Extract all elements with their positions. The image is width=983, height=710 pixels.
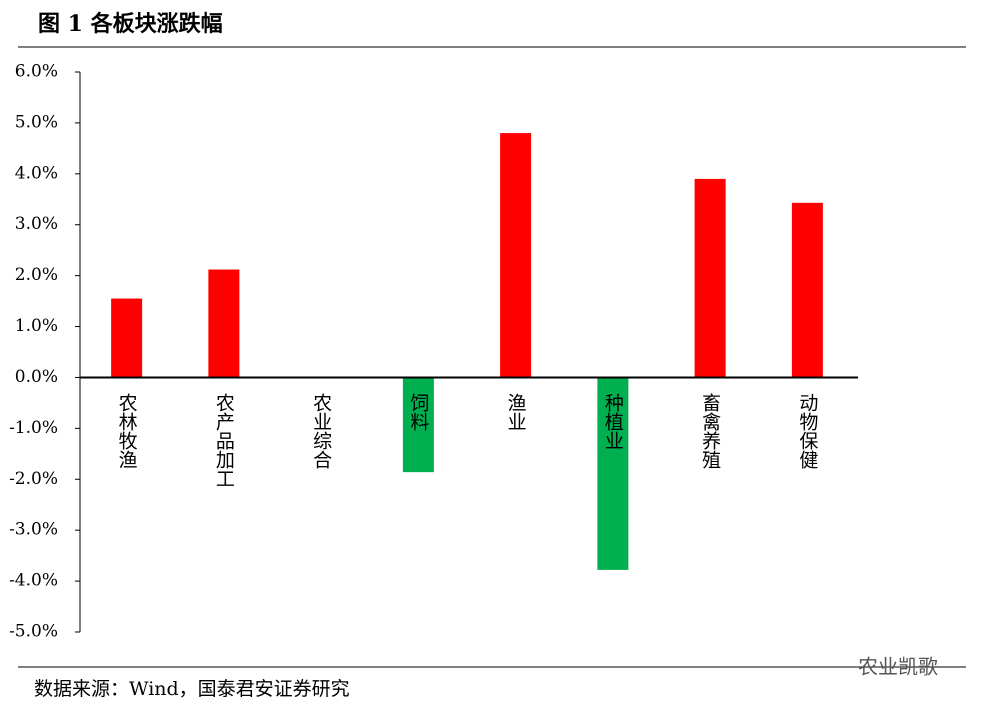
y-tick-label: 0.0% bbox=[15, 367, 58, 387]
y-tick-label: 4.0% bbox=[15, 163, 58, 183]
bar bbox=[791, 202, 823, 378]
bar bbox=[402, 377, 434, 473]
x-tick-label: 渔业 bbox=[505, 393, 527, 431]
x-tick-label: 畜禽养殖 bbox=[699, 393, 721, 469]
x-tick-label: 动物保健 bbox=[796, 393, 818, 469]
bar bbox=[597, 377, 629, 570]
y-tick-label: -3.0% bbox=[9, 520, 58, 540]
x-tick-label: 饲料 bbox=[407, 393, 429, 431]
x-tick-label: 农业综合 bbox=[310, 393, 332, 469]
y-tick-label: 3.0% bbox=[15, 214, 58, 234]
bar bbox=[500, 133, 532, 378]
x-tick-label: 种植业 bbox=[602, 393, 624, 450]
y-tick-label: 6.0% bbox=[15, 62, 58, 82]
y-tick-label: -2.0% bbox=[9, 469, 58, 489]
y-tick-label: -5.0% bbox=[9, 622, 58, 642]
y-tick-label: 1.0% bbox=[15, 316, 58, 336]
bar bbox=[111, 298, 143, 378]
watermark: 农业凯歌 bbox=[858, 655, 938, 679]
source: 数据来源：Wind，国泰君安证券研究 bbox=[34, 678, 350, 700]
bar bbox=[208, 269, 240, 378]
chart-title: 图 1 各板块涨跌幅 bbox=[38, 11, 223, 37]
y-tick-label: 5.0% bbox=[15, 112, 58, 132]
y-tick-label: -4.0% bbox=[9, 571, 58, 591]
y-tick-label: -1.0% bbox=[9, 418, 58, 438]
x-tick-label: 农产品加工 bbox=[213, 393, 235, 488]
y-tick-label: 2.0% bbox=[15, 265, 58, 285]
x-tick-label: 农林牧渔 bbox=[116, 393, 138, 469]
bar bbox=[694, 178, 726, 378]
